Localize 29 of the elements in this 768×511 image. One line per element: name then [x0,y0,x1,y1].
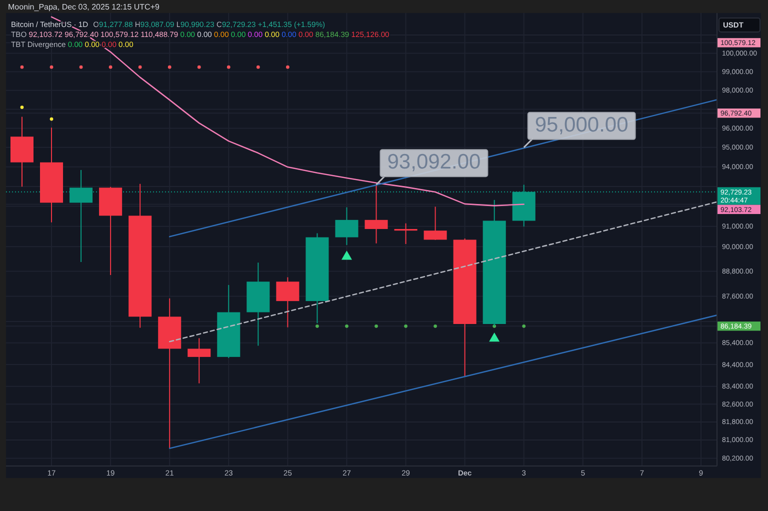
point [434,324,437,328]
point [20,65,24,69]
point [522,324,526,328]
annotation: 93,092.00 [387,150,481,174]
point [79,65,83,69]
candlestick [424,206,447,240]
annotation: 95,000.00 [534,113,628,136]
point [286,65,290,69]
point [226,65,230,69]
point [341,250,352,260]
point [138,65,142,69]
candlestick [364,184,388,244]
point [50,65,54,69]
candlestick [335,206,358,246]
point [20,106,24,109]
point [50,117,54,121]
point [345,324,348,328]
text: Moonin_Papa, Dec 03, 2025 12:15 UTC+9 [8,2,160,12]
point [404,324,408,328]
point [168,65,172,69]
point [256,65,260,69]
point [489,332,500,342]
candlestick [394,222,418,244]
point [108,65,112,69]
point [197,65,201,69]
candlestick [188,338,211,384]
candlestick [276,276,300,328]
point [374,324,378,328]
point [316,324,319,328]
